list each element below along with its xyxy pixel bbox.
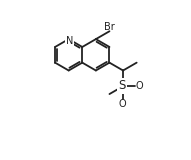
Text: N: N — [66, 36, 74, 46]
Text: S: S — [118, 80, 126, 92]
Text: O: O — [135, 81, 143, 91]
Text: O: O — [118, 99, 126, 109]
Text: Br: Br — [104, 22, 115, 32]
